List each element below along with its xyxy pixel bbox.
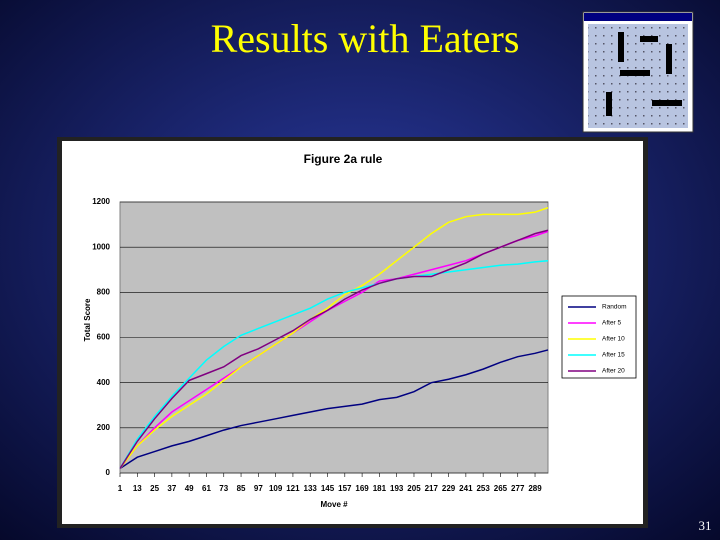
y-tick-label: 0 [106,468,111,477]
y-tick-label: 800 [97,287,111,296]
legend-label: After 5 [602,320,622,327]
x-tick-label: 109 [269,484,283,493]
series-line [119,349,549,470]
x-tick-label: 277 [511,484,525,493]
x-tick-label: 1 [118,484,123,493]
x-tick-label: 253 [476,484,490,493]
legend-label: After 20 [602,368,625,375]
x-tick-label: 157 [338,484,352,493]
x-tick-label: 73 [219,484,228,493]
x-tick-label: 217 [425,484,439,493]
x-tick-label: 229 [442,484,456,493]
y-tick-label: 200 [97,423,111,432]
x-tick-label: 49 [185,484,194,493]
game-thumbnail [582,11,694,133]
slide-title: Results with Eaters [211,16,520,61]
chart-title: Figure 2a rule [304,152,383,166]
legend-label: Random [602,304,627,311]
legend [561,295,637,379]
x-tick-label: 61 [202,484,211,493]
x-tick-label: 97 [254,484,263,493]
x-tick-label: 133 [304,484,318,493]
x-tick-label: 289 [528,484,542,493]
page-number: 31 [699,518,712,533]
x-tick-label: 121 [286,484,300,493]
x-tick-label: 145 [321,484,335,493]
series-line [119,229,549,469]
x-tick-label: 25 [150,484,159,493]
y-tick-label: 600 [97,333,111,342]
x-tick-label: 13 [133,484,142,493]
y-tick-label: 1000 [92,242,110,251]
x-tick-label: 37 [167,484,176,493]
y-tick-label: 400 [97,378,111,387]
y-tick-label: 1200 [92,197,110,206]
x-axis-label: Move # [320,500,348,509]
x-tick-label: 265 [494,484,508,493]
series-line [119,259,549,469]
x-tick-label: 241 [459,484,473,493]
legend-label: After 15 [602,352,625,359]
legend-label: After 10 [602,336,625,343]
x-tick-label: 205 [407,484,421,493]
x-tick-label: 169 [355,484,369,493]
x-tick-label: 181 [373,484,387,493]
x-tick-label: 85 [237,484,246,493]
series-line [119,206,549,469]
x-tick-label: 193 [390,484,404,493]
y-axis-label: Total Score [83,298,92,342]
